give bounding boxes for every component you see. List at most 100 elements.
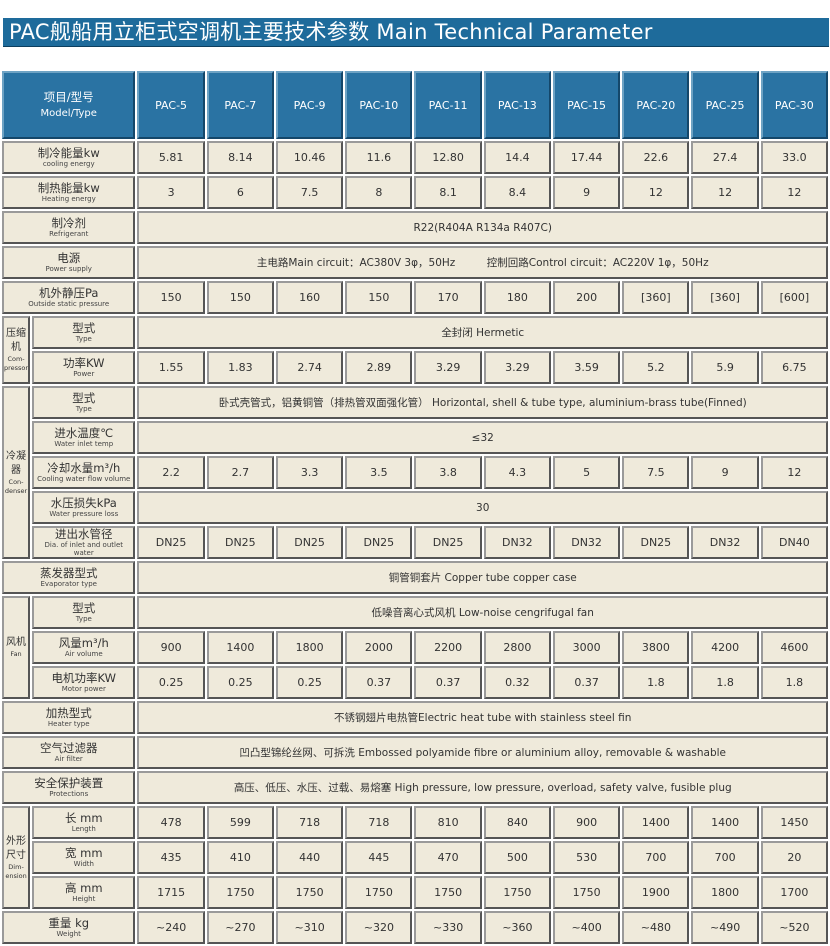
table-row: 安全保护装置 Protections 高压、低压、水压、过载、易熔塞 High pr…: [2, 771, 828, 804]
value-cell: 1800: [691, 876, 759, 909]
row-label-zh: 蒸发器型式: [39, 566, 98, 580]
group-label-zh: 风机: [6, 637, 27, 648]
table-row: 冷凝器 Con-denser 型式 Type 卧式壳管式，铝黄铜管（排热管双面强化管） …: [2, 386, 828, 559]
row-label-zh: 空气过滤器: [39, 741, 98, 755]
value-cell: 1715: [137, 876, 205, 909]
table-row: 重量 kg Weight ~240 ~270 ~310 ~320 ~330 ~360 ~400 ~…: [2, 911, 828, 944]
value-cell: 5.9: [691, 351, 759, 384]
value-cell: ~520: [760, 911, 828, 944]
row-label-en: Dia. of inlet and outlet water: [44, 541, 124, 557]
row-label: 制冷剂 Refrigerant: [2, 211, 136, 244]
row-label-en: Motor power: [61, 685, 106, 693]
table-row: 冷却水量m³/h Cooling water flow volume 2.2 2.7 3…: [2, 456, 828, 489]
value-cell: 1400: [622, 806, 690, 839]
row-label: 型式 Type: [32, 386, 136, 419]
row-label-en: Length: [71, 825, 96, 833]
row-label: 制冷能量kw cooling energy: [2, 141, 136, 174]
value-cell: 10.46: [275, 141, 344, 174]
value-cell: 27.4: [691, 141, 759, 174]
row-label-zh: 电源: [57, 251, 81, 265]
value-cell: 1.8: [760, 666, 828, 699]
value-cell: 900: [552, 806, 621, 839]
value-cell: 2000: [345, 631, 413, 664]
group-label: 风机 Fan: [2, 596, 31, 699]
value-cell: 4200: [691, 631, 759, 664]
row-label-en: Outside static pressure: [28, 300, 110, 308]
model-header-pac-25: PAC-25: [691, 71, 759, 139]
value-cell: DN32: [483, 526, 551, 559]
table-row: 进出水管径 Dia. of inlet and outlet water DN25 D…: [2, 526, 828, 559]
row-label-zh: 型式: [72, 601, 96, 615]
table-row: 功率KW Power 1.55 1.83 2.74 2.89 3.29 3.29 3.59 5.2…: [2, 351, 828, 384]
row-label-zh: 冷却水量m³/h: [47, 461, 121, 475]
value-cell: 150: [137, 281, 205, 314]
table-row: 电机功率KW Motor power 0.25 0.25 0.25 0.37 0.37 0.3…: [2, 666, 828, 699]
value-cell: ~240: [137, 911, 205, 944]
spanning-value-cell: 不锈钢翅片电热管Electric heat tube with stainles…: [137, 701, 828, 734]
row-label-en: Type: [75, 335, 92, 343]
value-cell: 8.14: [206, 141, 274, 174]
spanning-value-cell: 高压、低压、水压、过载、易熔塞 High pressure, low press…: [137, 771, 828, 804]
row-label-en: Type: [75, 615, 92, 623]
value-cell: 2.7: [206, 456, 274, 489]
row-label-en: cooling energy: [42, 160, 95, 168]
row-label: 空气过滤器 Air filter: [2, 736, 136, 769]
value-cell: 12: [760, 456, 828, 489]
table-row: 加热型式 Heater type 不锈钢翅片电热管Electric heat tub…: [2, 701, 828, 734]
value-cell: 1700: [760, 876, 828, 909]
value-cell: 11.6: [345, 141, 413, 174]
value-cell: 170: [414, 281, 482, 314]
value-cell: 0.37: [552, 666, 621, 699]
header-label-zh: 项目/型号: [43, 89, 94, 104]
page-title: PAC舰船用立柜式空调机主要技术参数 Main Technical Parame…: [3, 18, 829, 46]
value-cell: 3.29: [483, 351, 551, 384]
model-header-pac-15: PAC-15: [552, 71, 621, 139]
row-label-zh: 重量 kg: [48, 916, 90, 930]
value-cell: 3.29: [414, 351, 482, 384]
value-cell: 12: [622, 176, 690, 209]
spanning-value-cell: 主电路Main circuit：AC380V 3φ，50Hz 控制回路Contr…: [137, 246, 828, 279]
row-label: 进水温度℃ Water inlet temp: [32, 421, 136, 454]
row-label-zh: 水压损失kPa: [50, 496, 117, 510]
value-cell: 810: [414, 806, 482, 839]
row-label-en: Power supply: [45, 265, 92, 273]
value-cell: 2800: [483, 631, 551, 664]
row-label: 重量 kg Weight: [2, 911, 136, 944]
value-cell: 1750: [552, 876, 621, 909]
value-cell: 3.5: [345, 456, 413, 489]
row-label-en: Heating energy: [41, 195, 96, 203]
value-cell: 180: [483, 281, 551, 314]
value-cell: 5.81: [137, 141, 205, 174]
model-header-pac-5: PAC-5: [137, 71, 205, 139]
spanning-value-cell: 全封闭 Hermetic: [137, 316, 828, 349]
value-cell: 1750: [345, 876, 413, 909]
value-cell: 1750: [206, 876, 274, 909]
group-label: 压缩机 Com-pressor: [2, 316, 31, 384]
group-label: 冷凝器 Con-denser: [2, 386, 31, 559]
value-cell: 6.75: [760, 351, 828, 384]
value-cell: 9: [552, 176, 621, 209]
row-label: 冷却水量m³/h Cooling water flow volume: [32, 456, 136, 489]
spanning-value-cell: 30: [137, 491, 828, 524]
table-row: 蒸发器型式 Evaporator type 铜管铜套片 Copper tube co…: [2, 561, 828, 594]
spanning-value-cell: 凹凸型锦纶丝网、可拆洗 Embossed polyamide fibre or …: [137, 736, 828, 769]
value-cell: 478: [137, 806, 205, 839]
table-row: 制冷能量kw cooling energy 5.81 8.14 10.46 11.6 12.…: [2, 141, 828, 174]
group-label-en: Dim-ension: [5, 862, 27, 880]
value-cell: 33.0: [760, 141, 828, 174]
spanning-value-cell: 低噪音离心式风机 Low-noise cengrifugal fan: [137, 596, 828, 629]
row-label-zh: 宽 mm: [65, 846, 103, 860]
value-cell: 4600: [760, 631, 828, 664]
row-label-zh: 机外静压Pa: [39, 286, 99, 300]
row-label: 风量m³/h Air volume: [32, 631, 136, 664]
value-cell: 0.25: [206, 666, 274, 699]
value-cell: 700: [691, 841, 759, 874]
row-label: 长 mm Length: [32, 806, 136, 839]
row-label-zh: 型式: [72, 391, 96, 405]
model-header-pac-20: PAC-20: [622, 71, 690, 139]
row-label-zh: 制热能量kw: [37, 181, 100, 195]
row-label: 电源 Power supply: [2, 246, 136, 279]
value-cell: 440: [275, 841, 344, 874]
value-cell: 2.2: [137, 456, 205, 489]
value-cell: 8.4: [483, 176, 551, 209]
